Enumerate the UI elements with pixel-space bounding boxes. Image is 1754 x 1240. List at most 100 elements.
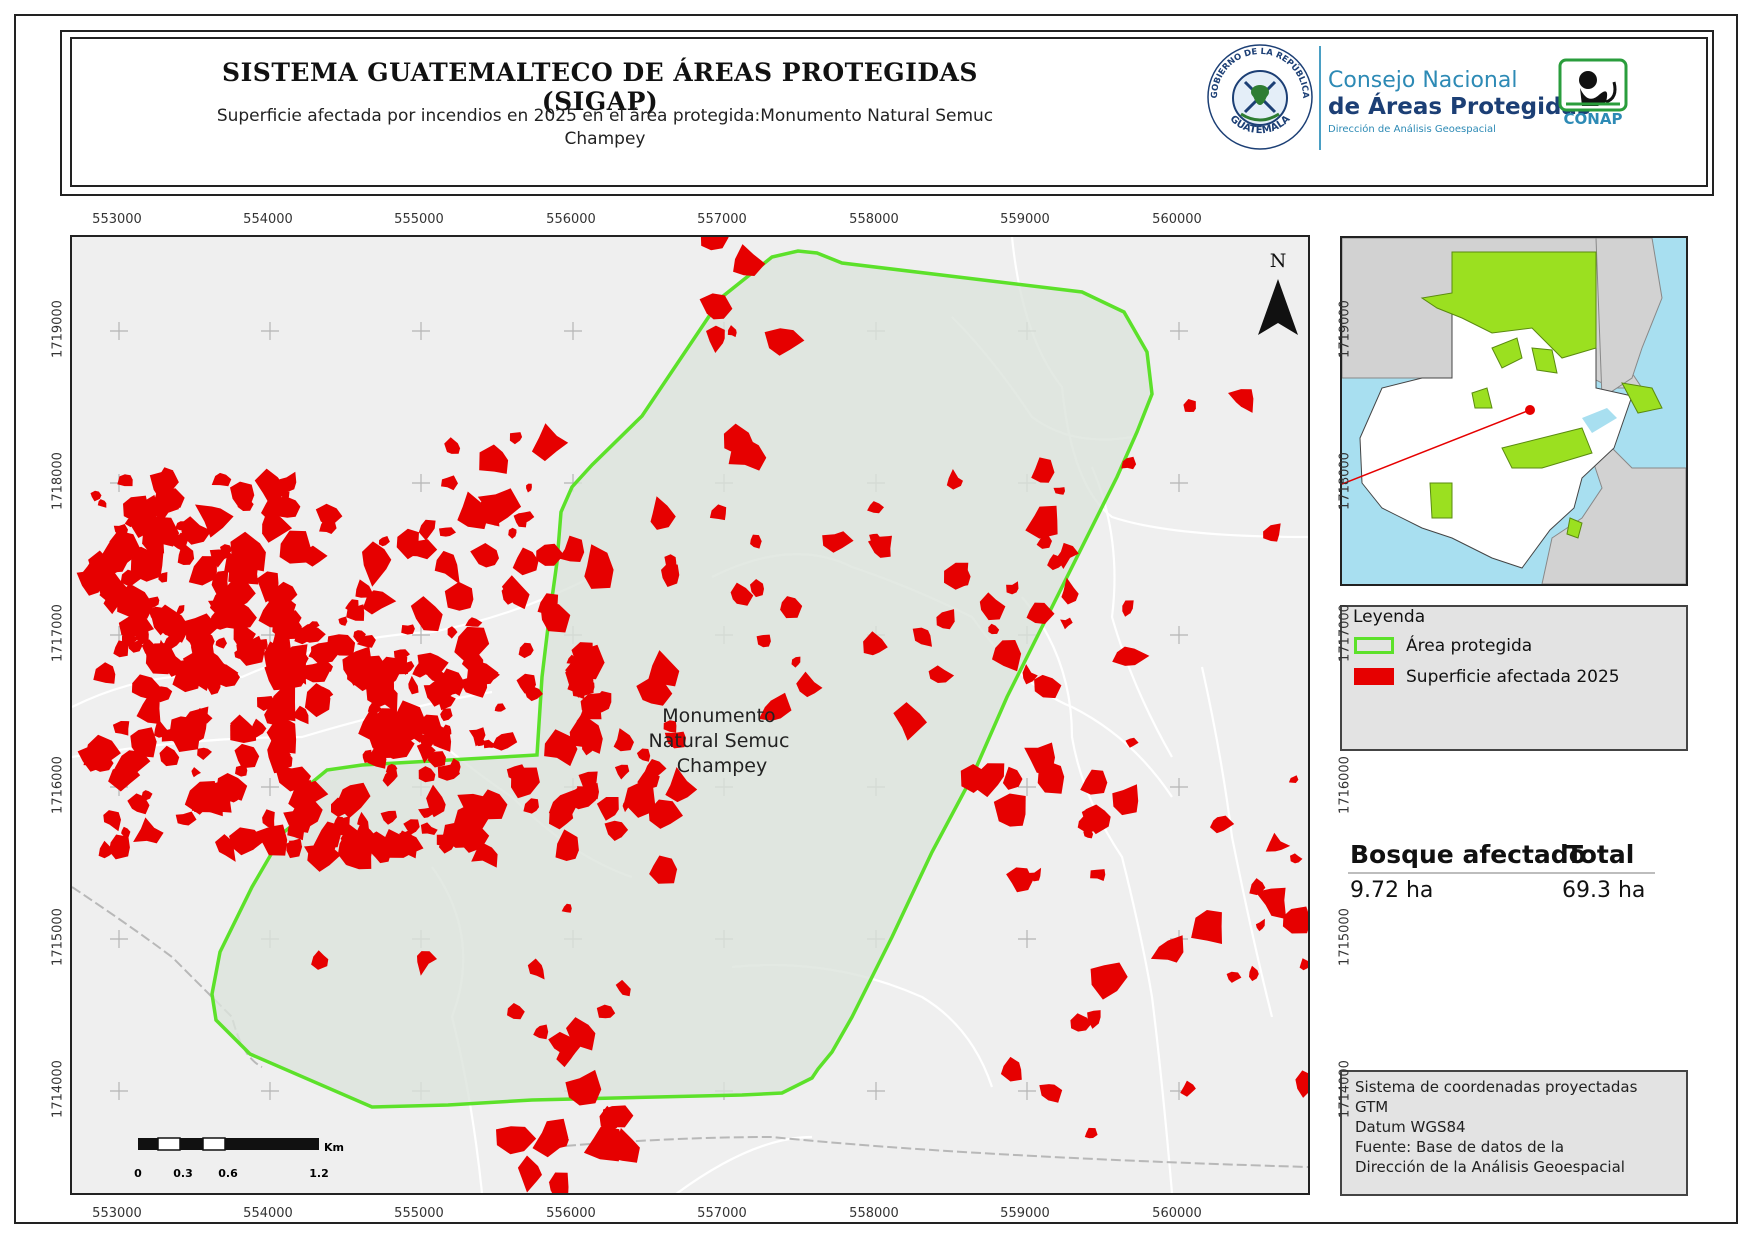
fire-patch bbox=[277, 610, 302, 629]
fire-patch bbox=[1121, 456, 1137, 470]
main-map-canvas[interactable]: Monumento Natural Semuc Champey N Km 0 0… bbox=[72, 237, 1308, 1193]
inset-protected-areas bbox=[1420, 251, 1663, 539]
fire-patch bbox=[188, 556, 217, 586]
x-tick-label-bottom: 557000 bbox=[697, 1206, 747, 1221]
fire-patch bbox=[424, 732, 439, 744]
projection-info-box bbox=[1340, 1070, 1688, 1196]
conap-name-line3: Dirección de Análisis Geoespacial bbox=[1328, 124, 1496, 135]
info-line-source-2: Dirección de la Análisis Geoespacial bbox=[1355, 1158, 1625, 1176]
grid-cross bbox=[1018, 778, 1036, 796]
fire-patch bbox=[147, 643, 168, 667]
fire-patch bbox=[331, 797, 350, 817]
fire-patch bbox=[1006, 581, 1019, 595]
fire-patch bbox=[393, 649, 410, 660]
fire-patch bbox=[108, 764, 141, 792]
grid-cross bbox=[261, 1082, 279, 1100]
fire-patch bbox=[558, 535, 585, 562]
stats-value-forest: 9.72 ha bbox=[1350, 878, 1434, 903]
conap-name-line2: de Áreas Protegidas bbox=[1328, 94, 1591, 120]
scale-tick-0: 0 bbox=[134, 1167, 142, 1180]
fire-patch bbox=[127, 793, 150, 815]
conap-name-line1: Consejo Nacional bbox=[1328, 68, 1518, 93]
fire-patch bbox=[1125, 737, 1139, 748]
fire-patch bbox=[117, 474, 133, 487]
fire-patch bbox=[867, 501, 884, 514]
fire-patch bbox=[161, 727, 187, 745]
fire-patch bbox=[471, 842, 498, 868]
fire-patch bbox=[531, 423, 569, 462]
fire-patches bbox=[76, 237, 1308, 1193]
fire-patch bbox=[285, 650, 309, 668]
north-arrow-icon[interactable]: N bbox=[1258, 250, 1298, 335]
scale-tick-3: 1.2 bbox=[309, 1167, 329, 1180]
fire-patch bbox=[1255, 887, 1287, 920]
fire-patch bbox=[1112, 646, 1150, 666]
grid-cross bbox=[1170, 778, 1188, 796]
fire-patch bbox=[434, 550, 460, 585]
fire-patch bbox=[470, 543, 499, 568]
x-tick-label-bottom: 555000 bbox=[394, 1206, 444, 1221]
inset-location-marker bbox=[1525, 405, 1535, 415]
fire-patch bbox=[569, 713, 603, 754]
fire-patch bbox=[308, 685, 328, 707]
inset-location-map[interactable] bbox=[1340, 236, 1688, 586]
fire-patch bbox=[615, 979, 631, 997]
fire-patch bbox=[133, 817, 164, 844]
fire-patch bbox=[127, 639, 143, 653]
map-title: SISTEMA GUATEMALTECO DE ÁREAS PROTEGIDAS… bbox=[222, 58, 978, 116]
fire-patch bbox=[1056, 542, 1079, 569]
fire-patch bbox=[300, 661, 330, 683]
header-frame bbox=[60, 30, 1714, 196]
fire-patch bbox=[93, 568, 104, 581]
legend-title: Leyenda bbox=[1353, 607, 1426, 627]
fire-patch bbox=[159, 745, 180, 767]
fire-patch bbox=[549, 1172, 569, 1193]
fire-patch bbox=[439, 527, 456, 537]
fire-patch bbox=[229, 827, 264, 856]
fire-patch bbox=[263, 641, 288, 681]
fire-patch bbox=[526, 483, 532, 493]
fire-patch bbox=[759, 692, 792, 721]
x-tick-label-bottom: 559000 bbox=[1000, 1206, 1050, 1221]
x-tick-label-top: 558000 bbox=[849, 212, 899, 227]
fire-patch bbox=[1282, 906, 1308, 934]
fire-patch bbox=[665, 767, 698, 803]
legend-fire-label: Superficie afectada 2025 bbox=[1406, 667, 1620, 687]
fire-patch bbox=[417, 714, 442, 738]
fire-patch bbox=[418, 807, 434, 818]
inset-belize-honduras-region bbox=[1541, 238, 1686, 584]
fire-patch bbox=[518, 511, 535, 524]
inset-lake bbox=[1582, 408, 1617, 433]
fire-patch bbox=[279, 530, 312, 564]
fire-patch bbox=[507, 1003, 525, 1020]
grid-cross bbox=[867, 1082, 885, 1100]
fire-patch bbox=[1112, 784, 1139, 816]
fire-patch bbox=[517, 1155, 542, 1193]
main-map[interactable]: Monumento Natural Semuc Champey N Km 0 0… bbox=[70, 235, 1310, 1195]
fire-patch bbox=[273, 496, 301, 518]
fire-patch bbox=[727, 325, 737, 338]
y-tick-label-left: 1714000 bbox=[50, 1060, 66, 1118]
fire-patch bbox=[540, 603, 571, 633]
fire-patch bbox=[149, 471, 179, 504]
fire-patch bbox=[664, 731, 686, 749]
fire-patch bbox=[191, 767, 201, 778]
fire-patch bbox=[555, 829, 579, 861]
grid-cross bbox=[110, 930, 128, 948]
stats-header-forest: Bosque afectado bbox=[1350, 840, 1586, 869]
fire-patch bbox=[198, 647, 227, 684]
fire-patch bbox=[136, 695, 161, 725]
fire-patch bbox=[355, 579, 373, 598]
fire-patch bbox=[394, 727, 419, 748]
fire-patch bbox=[256, 824, 288, 856]
fire-patch bbox=[351, 821, 379, 854]
fire-patch bbox=[1031, 457, 1055, 483]
fire-patch bbox=[556, 1042, 575, 1068]
fire-patch bbox=[211, 472, 232, 487]
x-tick-label-top: 557000 bbox=[697, 212, 747, 227]
fire-patch bbox=[380, 810, 397, 825]
scale-tick-1: 0.3 bbox=[173, 1167, 193, 1180]
fire-patch bbox=[149, 557, 159, 569]
fire-patch bbox=[1183, 399, 1196, 412]
fire-patch bbox=[988, 623, 1000, 635]
